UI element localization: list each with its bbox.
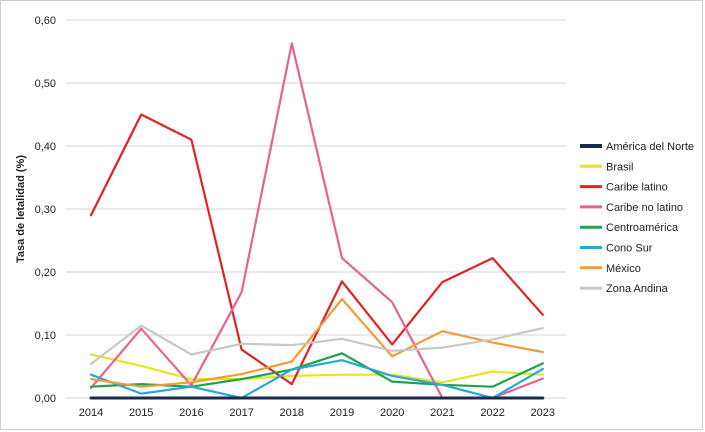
x-axis-ticks: 2014 2015 2016 2017 2018 2019 2020 2021 2022 2023: [79, 407, 555, 419]
y-tick-label: 0,20: [35, 267, 56, 279]
x-tick-label: 2019: [330, 407, 354, 419]
y-tick-label: 0,60: [35, 15, 56, 27]
y-tick-label: 0,30: [35, 204, 56, 216]
series-line-caribe-no-latino: [89, 42, 544, 400]
legend: América del Norte Brasil Caribe latino Cari…: [580, 141, 694, 295]
series-line-caribe-latino: [89, 113, 544, 386]
x-tick-label: 2014: [79, 407, 103, 419]
y-tick-label: 0,40: [35, 141, 56, 153]
series-line-cono-sur: [89, 359, 544, 400]
x-tick-label: 2022: [480, 407, 504, 419]
legend-label: Zona Andina: [606, 283, 669, 295]
x-tick-label: 2016: [179, 407, 203, 419]
legend-label: México: [606, 263, 641, 275]
x-tick-label: 2020: [380, 407, 404, 419]
legend-label: Cono Sur: [606, 243, 653, 255]
y-tick-label: 0,10: [35, 330, 56, 342]
x-tick-label: 2017: [229, 407, 253, 419]
x-tick-label: 2015: [129, 407, 153, 419]
legend-label: Caribe no latino: [606, 202, 683, 214]
x-tick-label: 2021: [430, 407, 454, 419]
legend-label: Centroamérica: [606, 222, 679, 234]
y-axis-label: Tasa de letalidad (%): [15, 155, 27, 263]
series-line-m-xico: [89, 298, 544, 388]
y-axis-ticks: 0,00 0,10 0,20 0,30 0,40 0,50 0,60: [35, 15, 56, 405]
series-line-zona-andina: [89, 324, 544, 366]
series-line-brasil: [89, 353, 544, 384]
legend-label: América del Norte: [606, 141, 694, 153]
series-lines: [89, 42, 545, 400]
legend-label: Caribe latino: [606, 182, 668, 194]
y-tick-label: 0,50: [35, 78, 56, 90]
x-tick-label: 2023: [531, 407, 555, 419]
y-tick-label: 0,00: [35, 393, 56, 405]
legend-label: Brasil: [606, 161, 634, 173]
x-tick-label: 2018: [280, 407, 304, 419]
